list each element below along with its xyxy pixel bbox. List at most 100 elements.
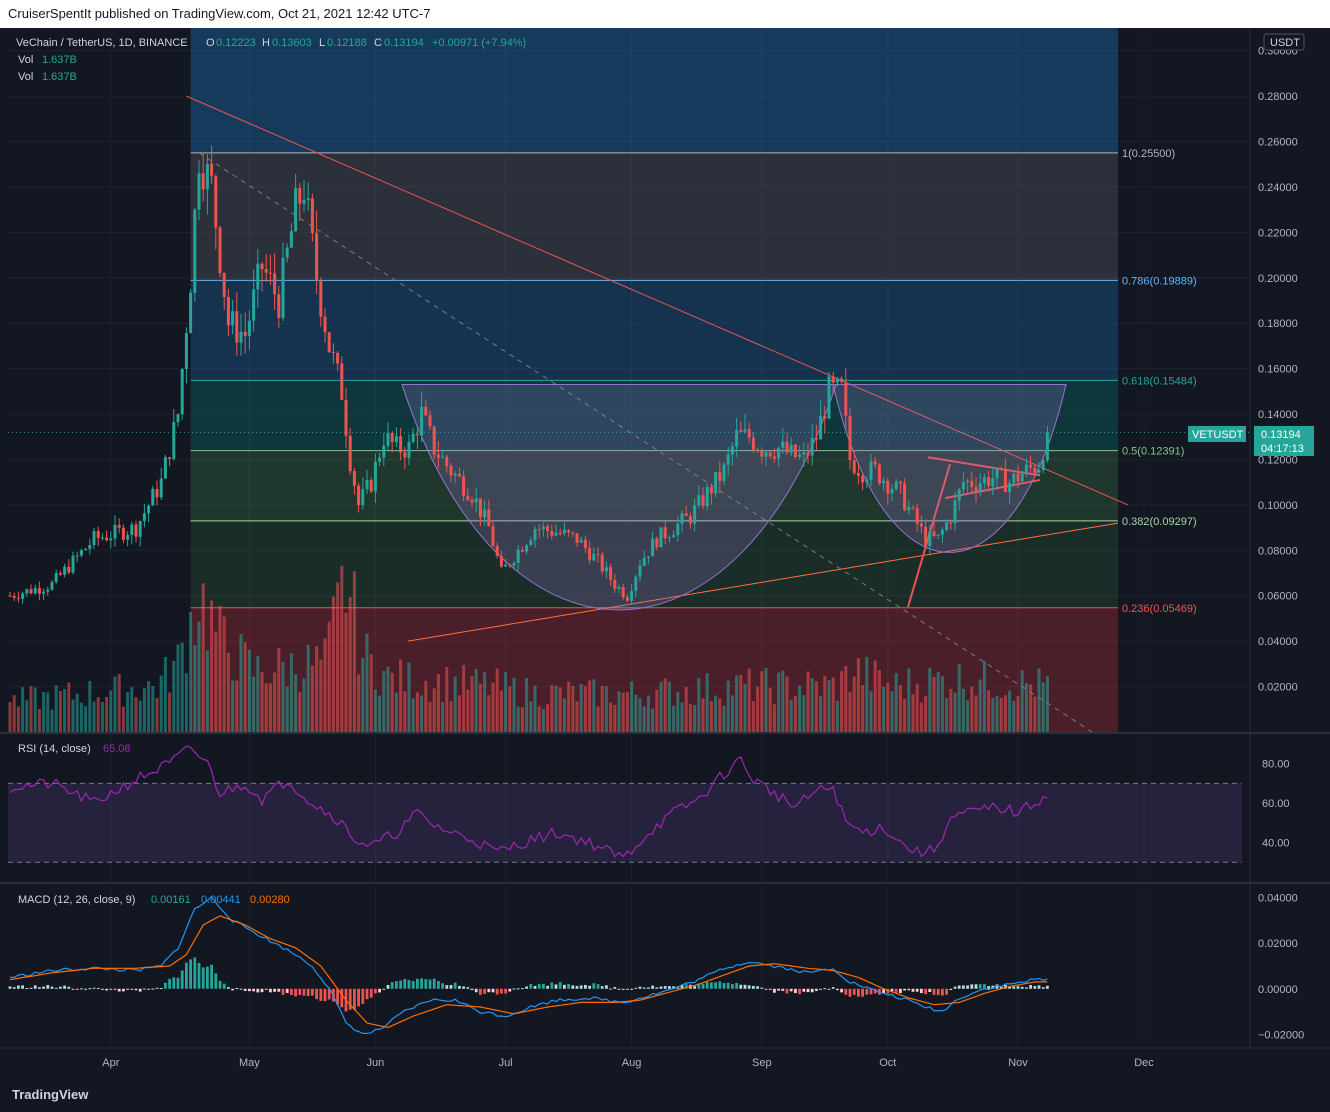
currency-badge[interactable] (1263, 33, 1305, 51)
candle-body (655, 538, 659, 548)
volume-bar (487, 695, 491, 732)
macd-histogram-bar (563, 984, 566, 989)
macd-histogram-bar (554, 984, 558, 989)
macd-histogram-bar (1004, 984, 1007, 989)
candle-body (180, 369, 184, 415)
candle-body (8, 595, 12, 597)
chart-canvas[interactable]: 1(0.25500) 0.786(0.19889) 0.618(0.15484) 0.… (0, 0, 1330, 1078)
candle-body (856, 473, 860, 476)
volume-bar (546, 704, 550, 732)
volume-bar (999, 697, 1003, 732)
macd-histogram-bar (962, 985, 965, 989)
macd-histogram-bar (504, 988, 507, 994)
macd-histogram-bar (353, 988, 356, 1010)
macd-histogram-bar (928, 988, 932, 992)
volume-bar (583, 686, 587, 732)
candle-body (970, 480, 974, 487)
candle-body (84, 548, 88, 551)
candle-body (163, 457, 167, 479)
volume-bar (222, 616, 226, 732)
volume-bar (680, 702, 684, 732)
price-axis[interactable]: 0.300000.280000.260000.240000.220000.200… (1258, 46, 1304, 1042)
volume-bar (25, 700, 29, 732)
macd-histogram-bar (416, 978, 419, 989)
macd-tick-label: 0.00000 (1258, 984, 1298, 996)
macd-signal-line (9, 915, 1048, 1029)
macd-histogram-bar (617, 988, 621, 990)
volume-bar (466, 689, 470, 732)
volume-bar (352, 571, 356, 732)
volume-bar (760, 671, 764, 732)
macd-histogram-bar (164, 982, 167, 989)
macd-histogram-bar (802, 988, 806, 992)
macd-histogram-bar (999, 986, 1003, 989)
candle-body (798, 454, 802, 457)
candle-body (756, 449, 760, 452)
macd-histogram-bar (1008, 986, 1011, 989)
volume-bar (751, 701, 755, 732)
candle-body (1033, 467, 1037, 473)
macd-histogram-bar (155, 987, 159, 989)
macd-histogram-bar (143, 988, 146, 990)
symbol-title: VeChain / TetherUS, 1D, BINANCE (16, 37, 188, 49)
candle-body (697, 495, 701, 506)
y-tick-label: 0.26000 (1258, 137, 1298, 149)
macd-histogram-bar (491, 988, 495, 993)
candle-body (760, 451, 764, 457)
macd-histogram-bar (596, 984, 600, 989)
volume-bar (747, 668, 751, 732)
volume-bar (50, 709, 54, 732)
macd-histogram-bar (1041, 987, 1045, 989)
volume-bar (714, 695, 718, 732)
candle-body (231, 311, 235, 326)
candle-body (420, 406, 424, 436)
macd-histogram-bar (235, 987, 239, 989)
macd-histogram-bar (117, 988, 121, 992)
macd-histogram-bar (193, 957, 197, 989)
macd-histogram-bar (88, 988, 92, 990)
fib-level-label: 0.236(0.05469) (1122, 603, 1197, 615)
macd-histogram-bar (714, 982, 717, 989)
macd-histogram-bar (411, 980, 415, 989)
macd-histogram-bar (924, 988, 927, 995)
volume-bar (541, 708, 545, 732)
volume-bar (289, 653, 293, 732)
volume-bar (646, 695, 650, 732)
macd-histogram-bar (521, 988, 524, 990)
volume-bar (630, 681, 634, 732)
volume-bar (302, 678, 306, 732)
volume-bar (470, 675, 474, 732)
rsi-tick-label: 80.00 (1262, 759, 1290, 771)
candle-body (567, 529, 571, 533)
macd-histogram-bar (12, 987, 16, 989)
candle-body (646, 556, 650, 558)
candle-body (189, 292, 193, 334)
macd-histogram-bar (525, 986, 528, 989)
macd-histogram-bar (340, 988, 344, 1008)
candle-body (268, 272, 272, 274)
pennant-upper (927, 456, 1041, 477)
volume-bar (264, 683, 268, 732)
candle-body (722, 464, 726, 481)
volume-bar (37, 708, 41, 732)
macd-histogram-bar (672, 986, 675, 989)
time-axis[interactable]: Apr May Jun Jul Aug Sep Oct Nov Dec (102, 1057, 1154, 1069)
macd-histogram-bar (361, 988, 365, 1004)
x-tick-label: May (239, 1057, 260, 1069)
volume-bar (344, 612, 348, 732)
volume-bar (247, 649, 251, 732)
volume-bar (982, 660, 986, 732)
macd-histogram-bar (222, 983, 226, 989)
macd-histogram-bar (844, 988, 848, 995)
rsi-tick-label: 60.00 (1262, 798, 1290, 810)
volume-bar (588, 680, 592, 732)
candle-body (436, 454, 440, 458)
macd-histogram-bar (831, 987, 835, 989)
volume-bar (315, 646, 319, 732)
candle-body (159, 478, 163, 498)
volume-bar (424, 680, 428, 732)
macd-histogram-bar (865, 988, 869, 995)
volume-bar (273, 672, 277, 732)
volume-bar (852, 676, 856, 732)
volume-bar (693, 704, 697, 732)
